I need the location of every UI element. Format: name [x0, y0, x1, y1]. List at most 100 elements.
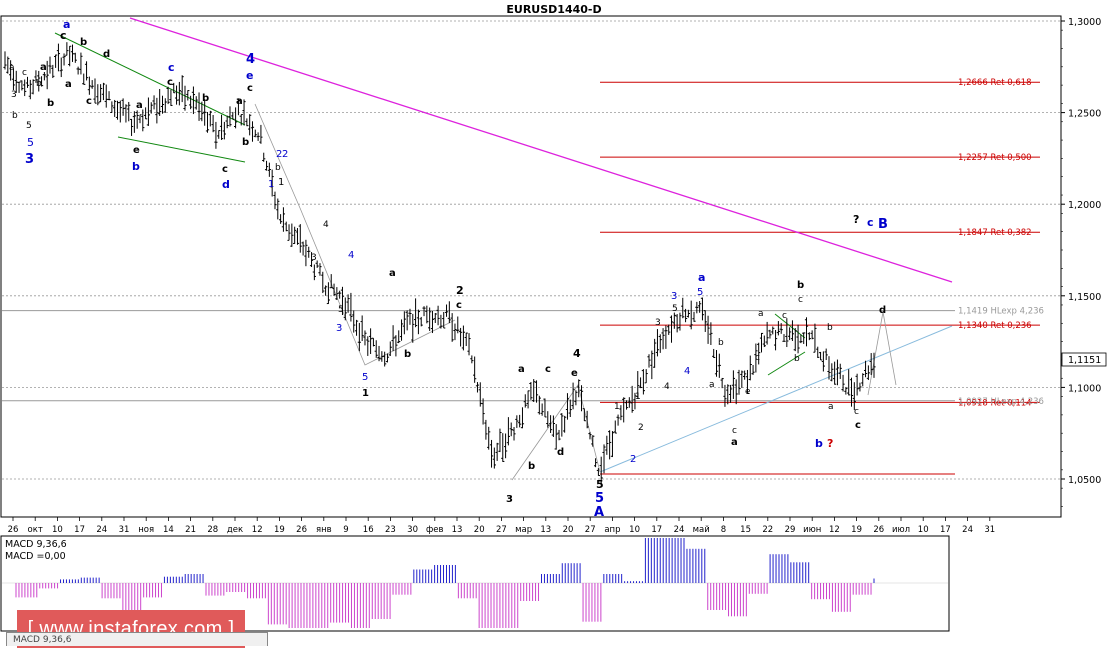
price-axis: 1,3000 1,2500 1,2000 1,1500 1,1000 1,0500 [1060, 16, 1101, 517]
time-tick-label: 22 [762, 525, 773, 535]
wave-label-b3: b [242, 137, 249, 148]
time-tick-label: 19 [274, 525, 285, 535]
wave-label-1-blue: 1 [268, 179, 274, 190]
time-tick-label: янв [316, 525, 332, 535]
current-price-box [1061, 352, 1107, 367]
price-tick-label: 1,2500 [1068, 109, 1101, 120]
wave-label-b6: b [12, 111, 18, 121]
wave-label-a4: a [40, 62, 47, 73]
wave-label-a10: a [731, 437, 738, 448]
wave-label-e-blue: e [246, 69, 253, 82]
projection-lines [867, 311, 897, 396]
wave-label-4-blue-small: 4 [348, 250, 354, 261]
wave-label-5: 5 [26, 121, 32, 131]
wave-label-2-blue-b: 2 [282, 149, 288, 160]
wave-label-1: 1 [278, 177, 284, 188]
wave-label-d: d [103, 49, 110, 60]
time-tick-label: 10 [52, 525, 63, 535]
wave-label-e3: e [745, 387, 751, 397]
wave-label-2c: 2 [638, 423, 644, 433]
macd-label-2: MACD =0,00 [5, 551, 66, 562]
time-tick-label: 31 [119, 525, 130, 535]
time-tick-label: дек [227, 525, 243, 535]
wave-label-b5: b [36, 79, 42, 89]
wave-label-2-blue: 2 [276, 149, 282, 160]
wave-label-1c: 1 [614, 402, 620, 412]
wave-label-3c: 3 [506, 494, 513, 505]
time-tick-label: 15 [740, 525, 751, 535]
time-tick-label: 14 [163, 525, 174, 535]
time-tick-label: май [693, 525, 710, 535]
wave-label-c7: c [456, 300, 462, 311]
time-tick-label: 10 [918, 525, 929, 535]
wave-label-a-blue: a [63, 18, 70, 31]
fib-label: 1,0918 Ret 0,114 [958, 398, 1032, 408]
wave-label-3-blue-small: 3 [336, 323, 342, 334]
time-tick-label: 19 [851, 525, 862, 535]
wave-label-a8: a [518, 364, 525, 375]
time-tick-label: 17 [74, 525, 85, 535]
time-tick-label: ноя [138, 525, 154, 535]
wave-label-b13: b [827, 323, 833, 333]
wave-label-question-red: ? [827, 437, 833, 450]
wave-label-5c: 5 [596, 478, 604, 491]
wave-label-a-blue-c: a [698, 271, 705, 284]
time-tick-label: 24 [674, 525, 685, 535]
wave-label-c8: c [545, 364, 551, 375]
wave-label-d-blue: d [222, 178, 230, 191]
time-axis: 26 окт 10 17 24 31 ноя 14 21 28 дек 12 19 26 янв 9 16 23 3… [8, 517, 995, 535]
wave-label-1b: 1 [362, 388, 369, 399]
wave-label-c-blue: c [168, 61, 175, 74]
price-tick-label: 1,1000 [1068, 383, 1101, 394]
fib-label: 1,2666 Ret 0,618 [958, 78, 1032, 88]
wave-label-5-blue-small: 5 [362, 372, 368, 383]
wave-label-4-blue: 4 [246, 52, 255, 67]
time-tick-label: 20 [474, 525, 485, 535]
macd-histogram [2, 538, 948, 628]
wave-label-4-blue-c: 4 [684, 366, 690, 377]
time-tick-label: 9 [343, 525, 348, 535]
wave-label-b10: b [718, 338, 724, 348]
wave-label-c5: c [86, 96, 92, 107]
bottom-tab-label: MACD 9,36,6 [13, 635, 72, 645]
wave-label-a2: a [236, 96, 243, 107]
wave-label-c3: c [247, 83, 253, 94]
wave-label-a11: a [758, 309, 764, 319]
wave-label-a6: a [9, 63, 15, 73]
wave-label-c10: c [755, 353, 760, 363]
wave-label-3d: 3 [655, 318, 661, 328]
wave-label-c: c [60, 29, 67, 42]
support-trend-line [599, 325, 953, 473]
fib-levels: 1,2666 Ret 0,618 1,2257 Ret 0,500 1,1847 R… [600, 78, 1040, 408]
wave-label-5b: 5 [338, 305, 344, 315]
hl-label: 1,1419 HLexp 4,236 [958, 307, 1044, 317]
wave-label-c-blue-2: c [867, 216, 874, 229]
wave-label-b: b [80, 37, 87, 48]
resistance-line [129, 17, 953, 283]
wave-label-b9: b [528, 461, 535, 472]
time-tick-label: июн [803, 525, 821, 535]
triangle-upper-line [54, 32, 246, 126]
wave-label-b-blue-c: b [815, 437, 823, 450]
triangle-lower-line [117, 136, 246, 163]
time-tick-label: 24 [96, 525, 107, 535]
time-tick-label: 17 [940, 525, 951, 535]
wave-label-a5: a [65, 79, 72, 90]
time-tick-label: 26 [296, 525, 307, 535]
fib-label: 1,2257 Ret 0,500 [958, 153, 1032, 163]
wave-label-4b: 4 [573, 347, 581, 360]
time-tick-label: окт [28, 525, 43, 535]
time-tick-label: 10 [629, 525, 640, 535]
price-tick-label: 1,3000 [1068, 17, 1101, 28]
wave-label-e: e [133, 145, 140, 156]
wave-label-5-blue-big: 5 [595, 491, 604, 506]
wave-path-lines [254, 103, 456, 366]
time-tick-label: 28 [207, 525, 218, 535]
wave-label-b8: b [404, 349, 411, 360]
time-tick-label: 31 [984, 525, 995, 535]
triangle2-upper-line [774, 313, 806, 339]
time-tick-label: 27 [496, 525, 507, 535]
triangle2-lower-line [767, 351, 806, 376]
bottom-indicator-tab[interactable]: MACD 9,36,6 [6, 632, 268, 646]
